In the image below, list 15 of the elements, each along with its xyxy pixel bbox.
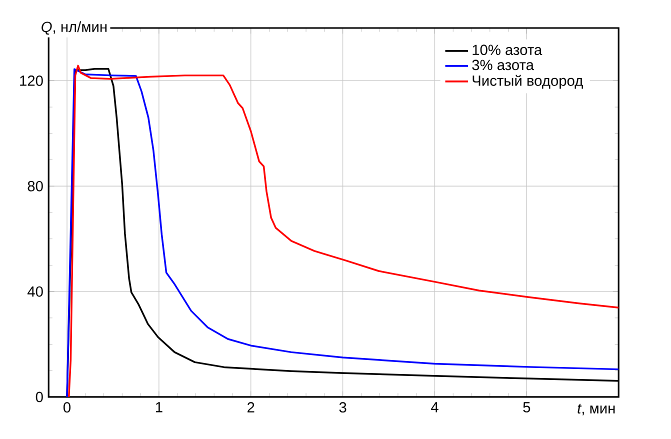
x-tick-label: 3 — [339, 402, 346, 413]
y-tick-label: 80 — [28, 180, 43, 192]
y-tick-label: 40 — [27, 286, 43, 297]
x-tick-label: 1 — [156, 402, 162, 412]
legend-label: 3% азота — [472, 60, 534, 70]
x-axis-title: t, мин — [578, 404, 615, 416]
x-tick-label: 2 — [248, 402, 254, 412]
x-tick-label: 5 — [523, 402, 530, 412]
legend-label: 10% азота — [472, 44, 542, 56]
y-tick-label: 120 — [20, 76, 43, 86]
y-axis-title: Q, нл/мин — [42, 21, 107, 35]
y-tick-label: 0 — [36, 392, 43, 402]
x-tick-label: 0 — [63, 402, 70, 413]
x-tick-label: 4 — [431, 402, 438, 412]
legend-label: Чистый водород — [472, 74, 583, 89]
